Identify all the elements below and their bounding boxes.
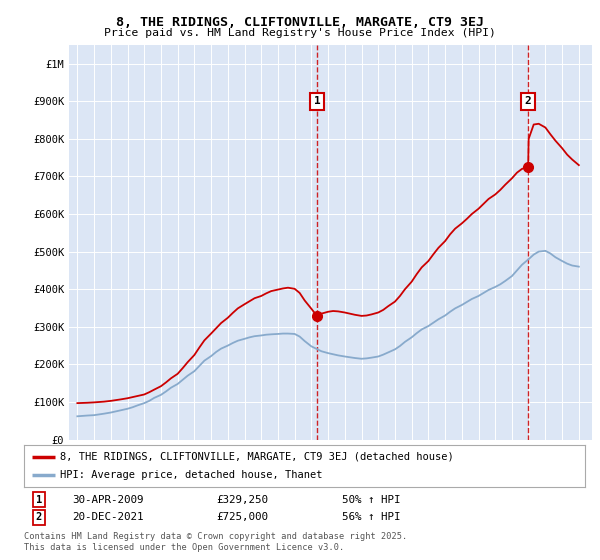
Text: Contains HM Land Registry data © Crown copyright and database right 2025.
This d: Contains HM Land Registry data © Crown c…	[24, 533, 407, 552]
Text: 50% ↑ HPI: 50% ↑ HPI	[342, 494, 401, 505]
Text: 8, THE RIDINGS, CLIFTONVILLE, MARGATE, CT9 3EJ (detached house): 8, THE RIDINGS, CLIFTONVILLE, MARGATE, C…	[61, 452, 454, 462]
Text: 2: 2	[36, 512, 42, 522]
Text: 30-APR-2009: 30-APR-2009	[72, 494, 143, 505]
Text: £725,000: £725,000	[216, 512, 268, 522]
Text: 56% ↑ HPI: 56% ↑ HPI	[342, 512, 401, 522]
Text: 2: 2	[525, 96, 532, 106]
Text: 1: 1	[36, 494, 42, 505]
Text: 20-DEC-2021: 20-DEC-2021	[72, 512, 143, 522]
Text: HPI: Average price, detached house, Thanet: HPI: Average price, detached house, Than…	[61, 470, 323, 480]
Text: 1: 1	[314, 96, 320, 106]
Text: £329,250: £329,250	[216, 494, 268, 505]
Text: 8, THE RIDINGS, CLIFTONVILLE, MARGATE, CT9 3EJ: 8, THE RIDINGS, CLIFTONVILLE, MARGATE, C…	[116, 16, 484, 29]
Text: Price paid vs. HM Land Registry's House Price Index (HPI): Price paid vs. HM Land Registry's House …	[104, 28, 496, 38]
